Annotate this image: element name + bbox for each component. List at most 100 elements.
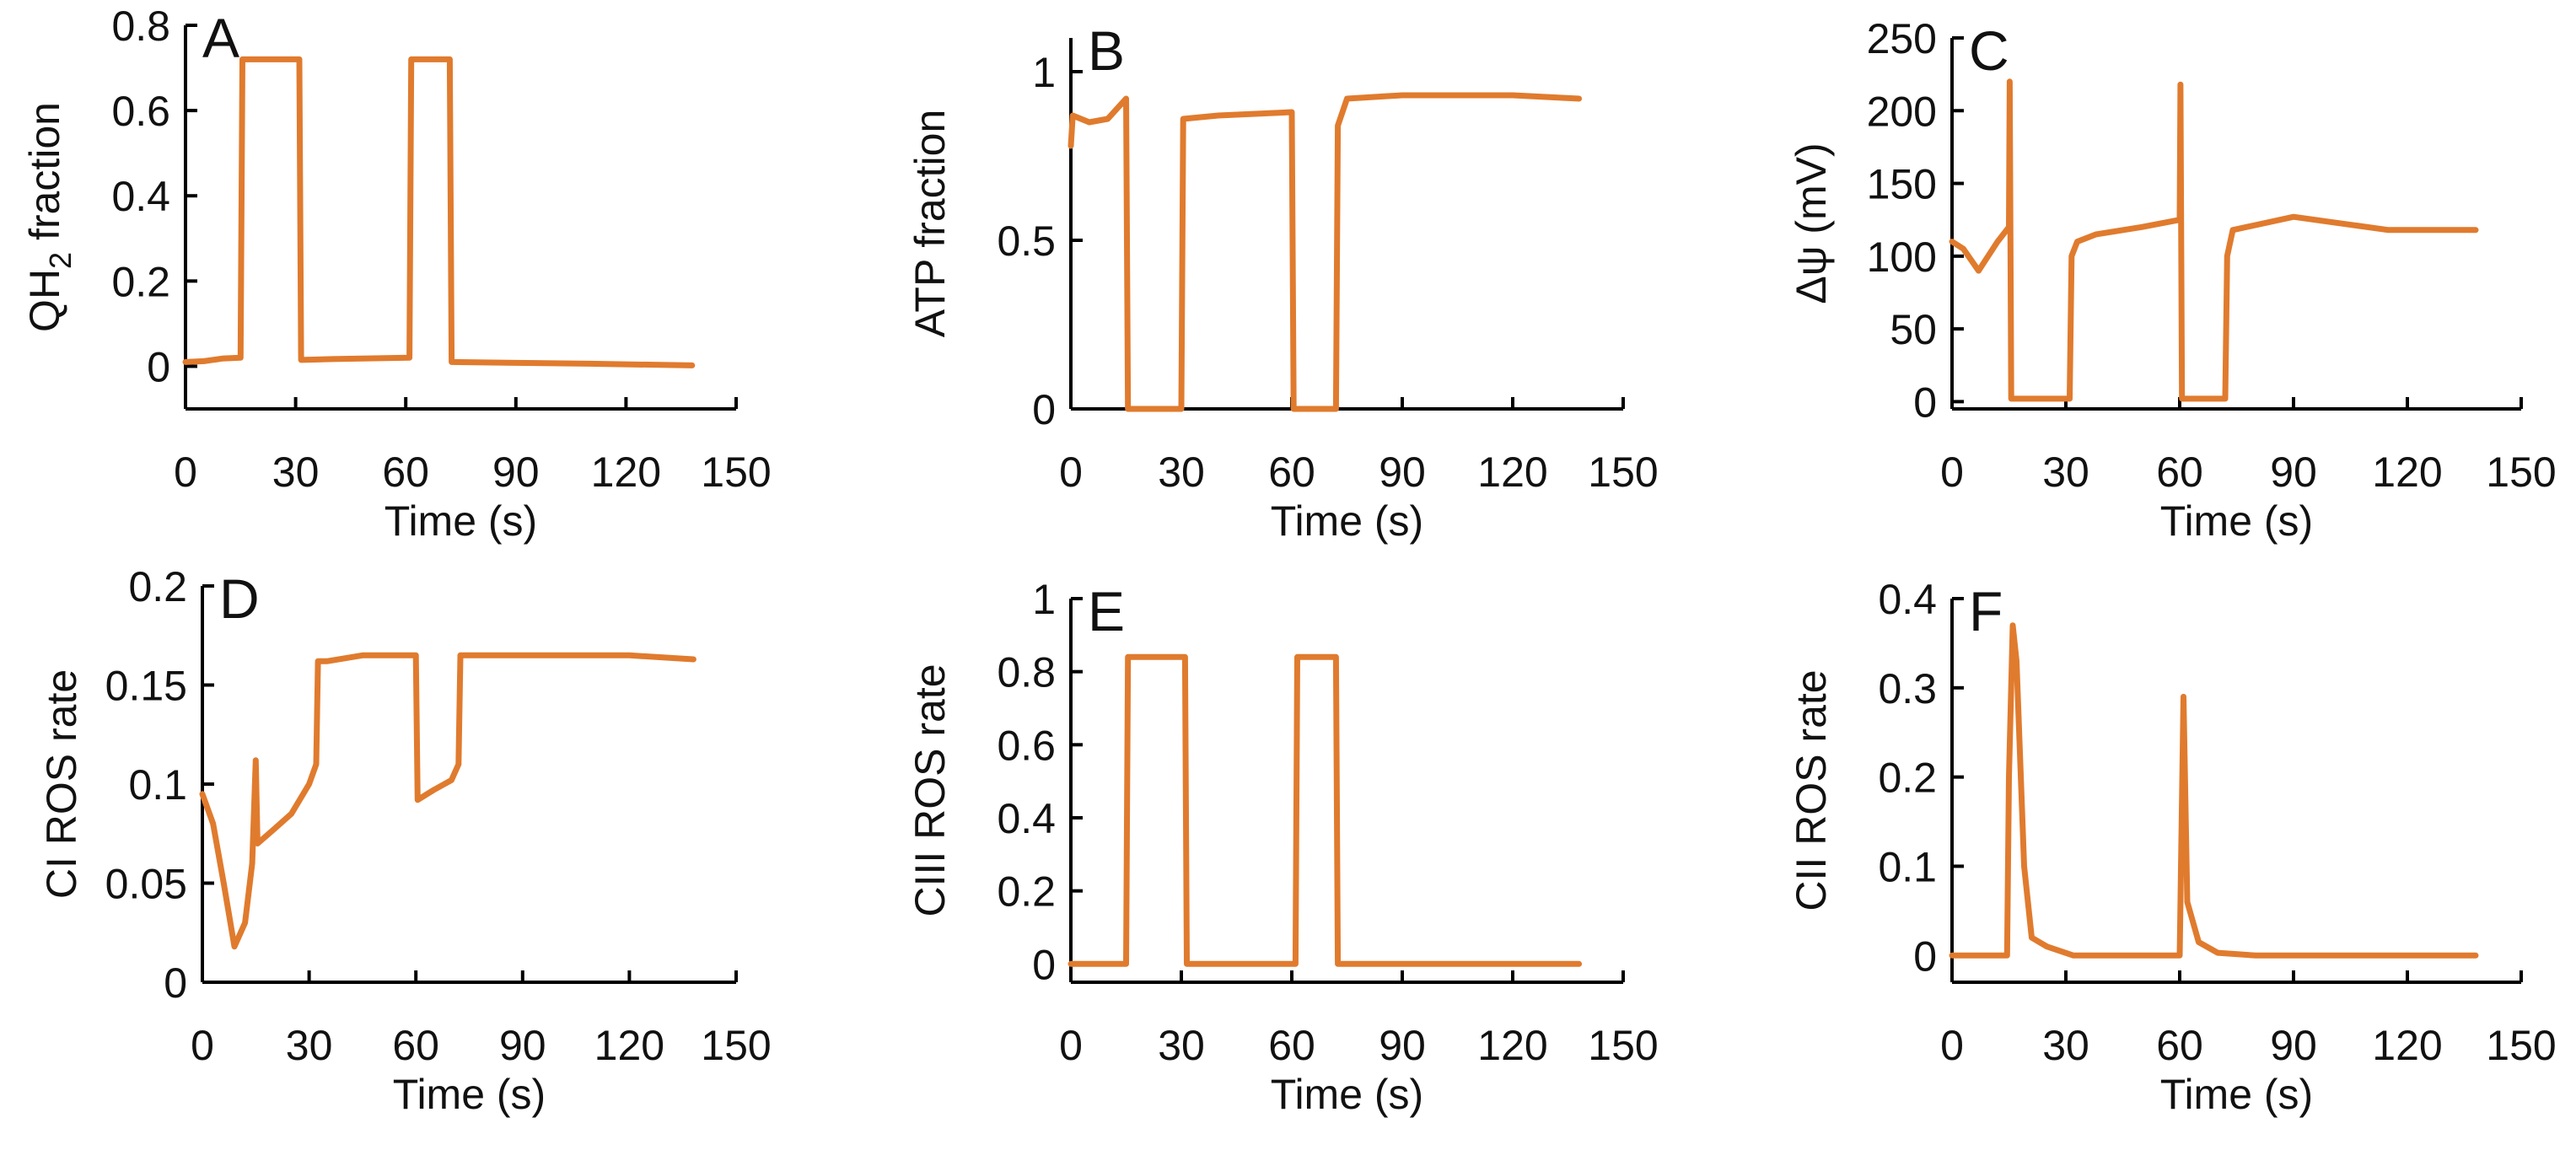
x-tick-label: 30 <box>2042 1022 2089 1069</box>
y-tick-label: 0.2 <box>1878 755 1937 802</box>
panel-d: 0 30 60 90 120 150 0 0.05 0.1 0.15 0.2 Time (s) CI R… <box>38 563 772 1118</box>
y-tick-label: 50 <box>1890 306 1937 353</box>
series-line <box>1949 78 2479 402</box>
y-tick-label: 0.15 <box>105 663 187 710</box>
panel-letter: C <box>1969 19 2009 82</box>
y-tick-label: 0 <box>164 959 187 1007</box>
panel-e: 0 30 60 90 120 150 0 0.2 0.4 0.6 0.8 1 Time (s) CIII … <box>906 576 1659 1118</box>
series-line <box>1068 653 1583 967</box>
x-tick-label: 120 <box>594 1022 664 1069</box>
x-tick-label: 0 <box>191 1022 214 1069</box>
x-tick-label: 150 <box>2486 1022 2556 1069</box>
y-axis-label: ATP fraction <box>906 110 954 337</box>
x-tick-label: 30 <box>1158 1022 1205 1069</box>
x-tick-label: 60 <box>1268 449 1315 496</box>
x-tick-label: 150 <box>701 449 771 496</box>
y-axis-label: CII ROS rate <box>1788 669 1835 911</box>
series-line <box>182 56 696 368</box>
x-axis-label: Time (s) <box>1271 497 1423 545</box>
y-axis-label: Δψ (mV) <box>1788 142 1835 304</box>
x-tick-label: 90 <box>492 449 540 496</box>
y-tick-label: 0 <box>1913 379 1937 426</box>
y-tick-label: 0.6 <box>997 722 1056 769</box>
x-tick-label: 150 <box>2486 449 2556 496</box>
y-tick-label: 0.1 <box>128 761 187 809</box>
series-line <box>1068 92 1583 412</box>
y-axis-label: CI ROS rate <box>38 669 85 899</box>
y-tick-label: 0.3 <box>1878 665 1937 712</box>
x-tick-label: 60 <box>1268 1022 1315 1069</box>
series-line <box>1949 622 2479 959</box>
panel-letter: F <box>1969 580 2003 642</box>
y-tick-label: 0.1 <box>1878 843 1937 890</box>
x-tick-label: 0 <box>1940 1022 1964 1069</box>
x-tick-label: 90 <box>1379 449 1426 496</box>
x-tick-label: 120 <box>1477 1022 1547 1069</box>
x-tick-label: 0 <box>1059 449 1083 496</box>
x-tick-label: 60 <box>392 1022 439 1069</box>
x-tick-label: 120 <box>1477 449 1547 496</box>
x-tick-label: 150 <box>1588 449 1658 496</box>
x-tick-label: 0 <box>1940 449 1964 496</box>
x-tick-label: 120 <box>2372 1022 2442 1069</box>
x-axis-label: Time (s) <box>2160 497 2313 545</box>
panel-letter: D <box>219 567 260 630</box>
x-axis-label: Time (s) <box>1271 1071 1423 1118</box>
y-tick-label: 0.2 <box>997 868 1056 916</box>
panel-letter: B <box>1088 19 1125 82</box>
y-tick-label: 0 <box>1913 932 1937 980</box>
panel-a: 0 30 60 90 120 150 0 0.2 0.4 0.6 0.8 Time (s) QH2 fr… <box>21 3 772 545</box>
y-tick-label: 0 <box>1032 386 1056 433</box>
panel-f: 0 30 60 90 120 150 0 0.1 0.2 0.3 0.4 Time (s) CII RO… <box>1788 576 2557 1118</box>
y-tick-label: 200 <box>1867 88 1937 135</box>
x-tick-label: 30 <box>286 1022 333 1069</box>
x-axis-label: Time (s) <box>385 497 537 545</box>
y-tick-label: 0.4 <box>997 795 1056 842</box>
y-tick-label: 0.5 <box>997 218 1056 265</box>
panel-c: 0 30 60 90 120 150 0 50 100 150 200 250 Time (s) Δψ (… <box>1788 15 2557 545</box>
x-tick-label: 150 <box>701 1022 771 1069</box>
y-tick-label: 0 <box>147 343 170 390</box>
x-tick-label: 0 <box>174 449 197 496</box>
x-tick-label: 150 <box>1588 1022 1658 1069</box>
y-axis-label-main: QH <box>21 269 68 332</box>
y-tick-label: 100 <box>1867 234 1937 281</box>
series-line <box>199 652 696 950</box>
y-tick-label: 0.2 <box>128 563 187 610</box>
y-tick-label: 0.8 <box>997 649 1056 696</box>
x-tick-label: 30 <box>272 449 320 496</box>
panel-letter: E <box>1088 580 1125 642</box>
x-tick-label: 90 <box>2270 1022 2317 1069</box>
y-axis-label: QH2 fraction <box>21 102 78 332</box>
y-tick-label: 0.8 <box>111 3 170 50</box>
y-tick-label: 1 <box>1032 49 1056 96</box>
x-axis-label: Time (s) <box>2160 1071 2313 1118</box>
panel-b: 0 30 60 90 120 150 0 0.5 1 Time (s) ATP fraction B <box>906 19 1659 545</box>
y-tick-label: 0 <box>1032 941 1056 988</box>
x-tick-label: 30 <box>2042 449 2089 496</box>
x-tick-label: 30 <box>1158 449 1205 496</box>
x-tick-label: 120 <box>2372 449 2442 496</box>
x-tick-label: 60 <box>2156 1022 2203 1069</box>
x-tick-label: 60 <box>2156 449 2203 496</box>
x-tick-label: 0 <box>1059 1022 1083 1069</box>
x-axis-label: Time (s) <box>393 1071 546 1118</box>
y-axis-label-tail: fraction <box>21 102 68 252</box>
y-tick-label: 150 <box>1867 161 1937 208</box>
y-tick-label: 0.4 <box>111 173 170 220</box>
panel-letter: A <box>202 7 239 69</box>
y-tick-label: 0.6 <box>111 88 170 135</box>
y-tick-label: 1 <box>1032 576 1056 623</box>
y-axis-label: CIII ROS rate <box>906 664 954 916</box>
y-tick-label: 0.4 <box>1878 576 1937 623</box>
y-axis-label-subscript: 2 <box>43 252 78 269</box>
x-tick-label: 60 <box>382 449 429 496</box>
y-tick-label: 250 <box>1867 15 1937 62</box>
y-tick-label: 0.2 <box>111 258 170 305</box>
x-tick-label: 90 <box>499 1022 546 1069</box>
x-tick-label: 120 <box>591 449 661 496</box>
y-tick-label: 0.05 <box>105 861 187 908</box>
x-tick-label: 90 <box>2270 449 2317 496</box>
x-tick-label: 90 <box>1379 1022 1426 1069</box>
